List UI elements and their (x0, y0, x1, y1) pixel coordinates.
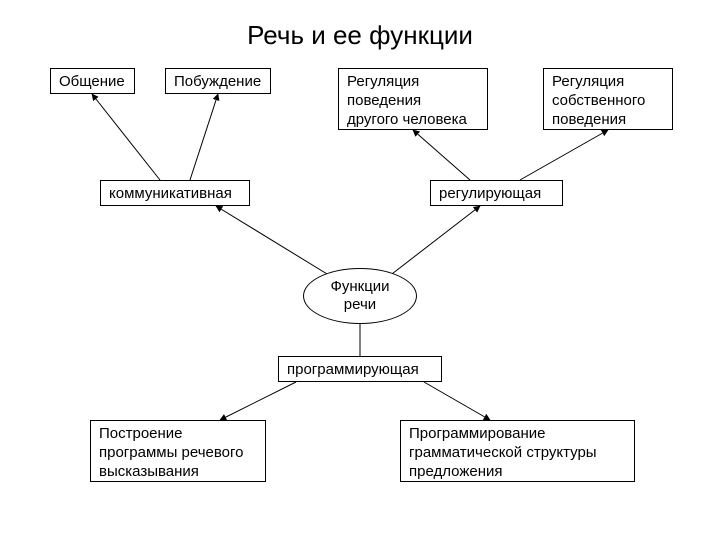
diagram-title: Речь и ее функции (0, 20, 720, 51)
node-communication: Общение (50, 68, 135, 94)
node-urge: Побуждение (165, 68, 271, 94)
node-grammar-structure: Программированиеграмматической структуры… (400, 420, 635, 482)
node-programming: программирующая (278, 356, 442, 382)
node-regulate-self: Регуляциясобственногоповедения (543, 68, 673, 130)
node-regulating: регулирующая (430, 180, 563, 206)
node-communicative: коммуникативная (100, 180, 250, 206)
node-regulate-other: Регуляцияповедениядругого человека (338, 68, 488, 130)
diagram-canvas: Речь и ее функции Общение Побуждение Рег… (0, 0, 720, 540)
node-functions-of-speech: Функцииречи (303, 268, 417, 324)
node-build-program: Построениепрограммы речевоговысказывания (90, 420, 266, 482)
